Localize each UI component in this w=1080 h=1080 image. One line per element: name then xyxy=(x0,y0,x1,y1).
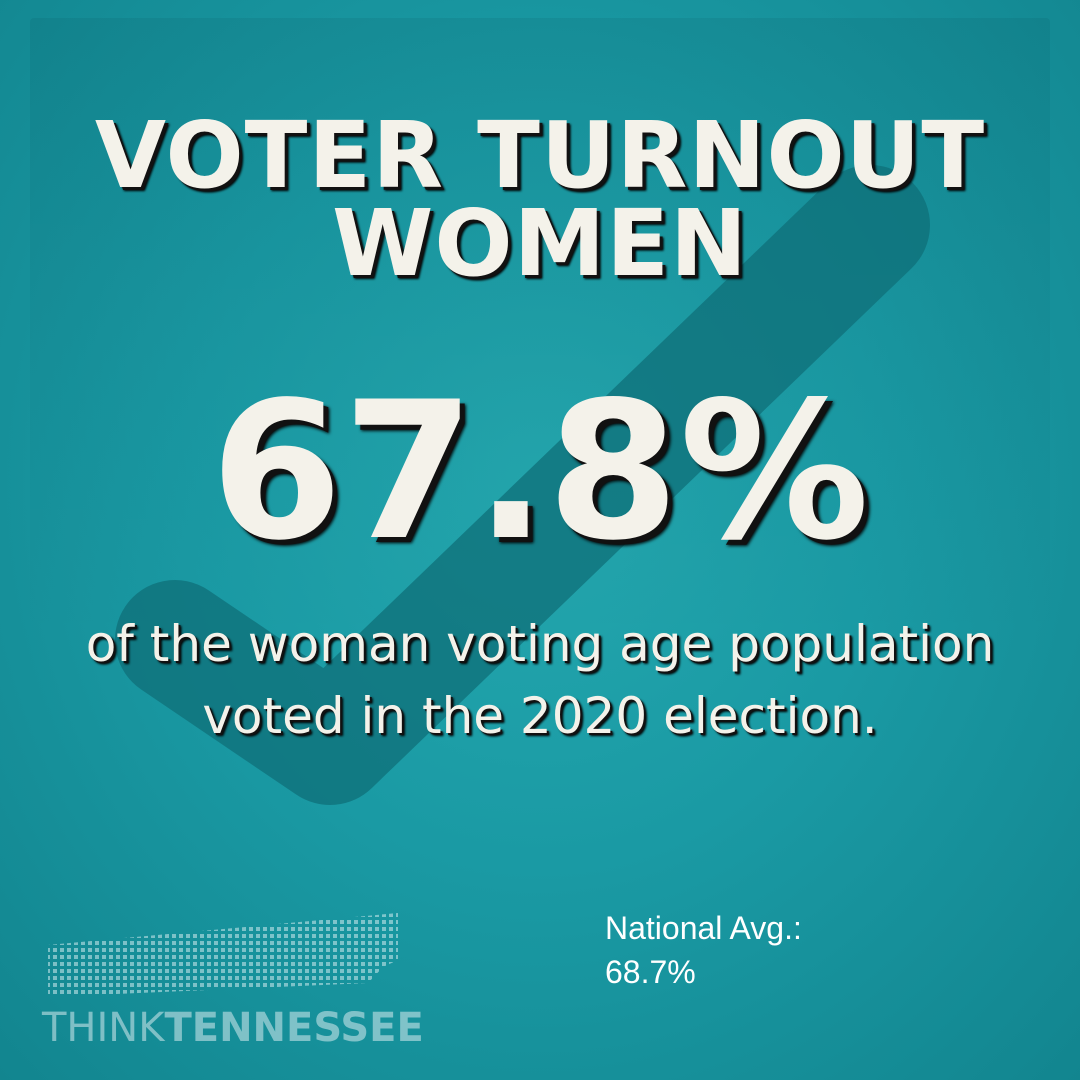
tennessee-map-icon xyxy=(48,913,398,997)
logo-word-tennessee: TENNESSEE xyxy=(164,1005,424,1051)
think-tennessee-logo: THINKTENNESSEE xyxy=(38,905,424,1055)
title-line-2: WOMEN xyxy=(331,190,749,297)
logo-word-think: THINK xyxy=(42,1005,165,1051)
title-line-1: VOTER TURNOUT xyxy=(94,102,986,209)
national-average-label: National Avg.: xyxy=(605,910,802,946)
logo-wordmark: THINKTENNESSEE xyxy=(42,1005,424,1051)
description: of the woman voting age population voted… xyxy=(85,615,995,745)
national-average-value: 68.7% xyxy=(605,954,696,990)
national-average: National Avg.: 68.7% xyxy=(605,906,802,994)
headline-value: 67.8% xyxy=(210,361,870,582)
